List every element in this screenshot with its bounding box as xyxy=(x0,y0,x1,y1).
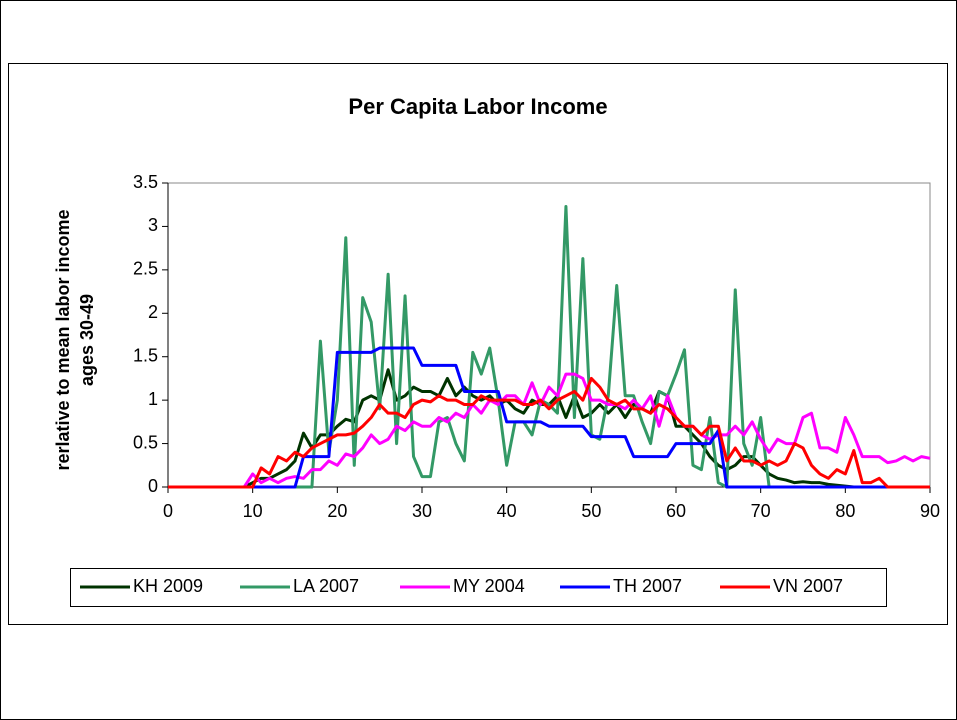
x-tick-label: 90 xyxy=(920,501,940,521)
line xyxy=(168,376,930,489)
y-tick-label: 1.5 xyxy=(133,345,158,365)
line xyxy=(168,346,930,489)
x-tick-label: 0 xyxy=(163,501,173,521)
legend-label: KH 2009 xyxy=(133,576,203,596)
y-tick-label: 0 xyxy=(148,476,158,496)
y-tick-label: 0.5 xyxy=(133,432,158,452)
x-tick-label: 30 xyxy=(412,501,432,521)
legend-label: TH 2007 xyxy=(613,576,682,596)
x-tick-label: 80 xyxy=(835,501,855,521)
x-tick-label: 70 xyxy=(751,501,771,521)
x-tick-label: 20 xyxy=(327,501,347,521)
line xyxy=(168,372,931,489)
y-tick-label: 2 xyxy=(148,302,158,322)
legend-label: LA 2007 xyxy=(293,576,359,596)
legend-label: VN 2007 xyxy=(773,576,843,596)
y-tick-label: 2.5 xyxy=(133,259,158,279)
y-axis-label: rerlative to mean labor income xyxy=(53,209,73,470)
y-tick-label: 3 xyxy=(148,215,158,235)
chart-area xyxy=(8,63,948,625)
x-tick-label: 50 xyxy=(581,501,601,521)
x-tick-label: 40 xyxy=(497,501,517,521)
y-tick-label: 1 xyxy=(148,389,158,409)
y-tick-label: 3.5 xyxy=(133,172,158,192)
legend-label: MY 2004 xyxy=(453,576,525,596)
x-tick-label: 60 xyxy=(666,501,686,521)
chart-title: Per Capita Labor Income xyxy=(348,94,607,119)
x-tick-label: 10 xyxy=(243,501,263,521)
y-axis-label: ages 30-49 xyxy=(77,294,97,386)
